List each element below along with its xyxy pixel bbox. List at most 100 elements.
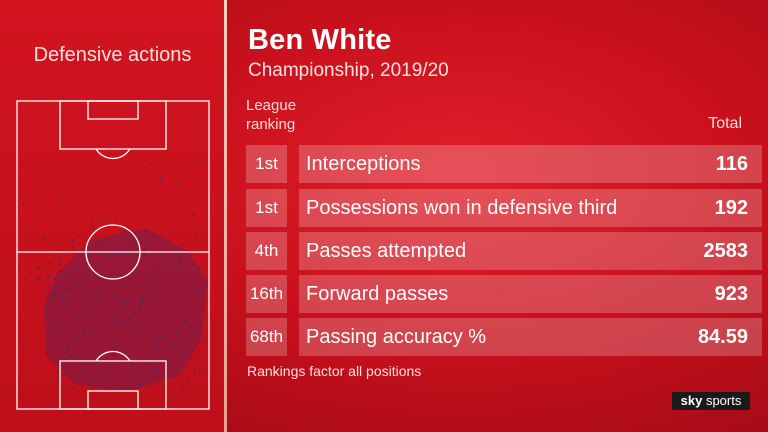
action-dot (161, 179, 164, 181)
stat-value: 2583 (703, 240, 749, 262)
action-dot (38, 267, 41, 270)
action-dot (123, 230, 126, 232)
action-dot (121, 301, 124, 304)
competition-subtitle: Championship, 2019/20 (248, 60, 449, 81)
action-dot (200, 322, 203, 325)
action-dot (187, 324, 190, 327)
action-dot (198, 370, 201, 372)
action-dot (87, 382, 90, 385)
action-dot (120, 274, 123, 277)
action-dot (151, 313, 153, 316)
action-dot (44, 162, 46, 164)
action-dot (53, 294, 56, 297)
bottom-six-yard-box (87, 390, 139, 410)
action-dot (115, 295, 118, 298)
action-dot (119, 387, 122, 390)
action-dot (131, 281, 133, 283)
action-dot (146, 294, 148, 297)
action-dot (171, 376, 173, 379)
action-dot (154, 345, 157, 347)
action-dot (92, 381, 95, 384)
action-dot (175, 331, 178, 333)
action-dot (115, 364, 118, 367)
action-dot (171, 345, 174, 348)
action-dot (115, 216, 118, 219)
action-dot (136, 376, 139, 378)
action-dot (117, 305, 119, 307)
action-dot (117, 368, 119, 371)
action-dot (87, 274, 90, 277)
action-dot (98, 243, 100, 246)
action-dot (177, 265, 180, 268)
stat-value: 84.59 (697, 326, 748, 348)
action-dot (39, 278, 41, 280)
action-dot (138, 338, 141, 340)
action-dot (107, 243, 110, 246)
heat-zone (44, 228, 208, 392)
action-dot (100, 301, 102, 304)
action-dot (124, 246, 126, 249)
action-dot (180, 258, 183, 261)
action-dot (198, 267, 200, 270)
action-dot (72, 386, 75, 389)
action-dot (180, 260, 182, 263)
action-dot (94, 375, 96, 378)
action-dot (63, 288, 65, 291)
action-dot (63, 275, 66, 278)
top-d-arc (95, 148, 131, 160)
action-dot (95, 361, 97, 364)
action-dot (89, 180, 92, 183)
action-dot (150, 162, 152, 165)
action-dot (105, 377, 108, 380)
stat-bar: Forward passes 923 (299, 275, 762, 313)
action-dot (90, 356, 93, 359)
centre-circle (85, 224, 141, 280)
action-dot (141, 298, 143, 301)
action-dot (150, 325, 153, 328)
action-dot (22, 347, 24, 350)
action-dot (144, 230, 147, 232)
action-dot (57, 378, 60, 380)
action-dot (100, 385, 103, 388)
action-dot (125, 300, 128, 303)
action-dot (104, 366, 107, 369)
action-dot (71, 239, 74, 242)
action-dot (118, 322, 120, 324)
action-dot (189, 254, 191, 257)
action-dot (58, 260, 60, 263)
action-dot (116, 315, 118, 317)
action-dot (83, 317, 86, 320)
rank-column-header: League ranking (246, 96, 296, 134)
action-dot (61, 201, 64, 203)
action-dot (122, 285, 125, 288)
action-dot (98, 289, 101, 292)
action-dot (82, 350, 85, 352)
action-dot (54, 277, 56, 280)
action-dot (83, 328, 86, 330)
action-dot (50, 297, 53, 300)
action-dot (68, 288, 71, 291)
action-dot (127, 344, 130, 346)
action-dot (57, 371, 60, 374)
action-dot (184, 320, 187, 323)
action-dot (84, 275, 87, 278)
action-dot (98, 327, 101, 330)
action-dot (74, 337, 77, 340)
action-dot (64, 287, 67, 290)
action-dot (139, 383, 141, 386)
action-dot (109, 272, 112, 275)
action-dot (117, 349, 120, 352)
action-dot (138, 305, 141, 308)
action-dot (134, 218, 137, 221)
action-dot (149, 297, 152, 300)
action-dot (129, 302, 132, 305)
action-dot (119, 262, 121, 265)
action-dot (131, 375, 134, 377)
action-dot (195, 159, 198, 162)
action-dot (137, 254, 139, 256)
action-dot (88, 293, 90, 295)
action-dot (56, 333, 59, 336)
action-dot (96, 263, 99, 265)
action-dot (21, 164, 24, 167)
action-dot (143, 248, 146, 251)
